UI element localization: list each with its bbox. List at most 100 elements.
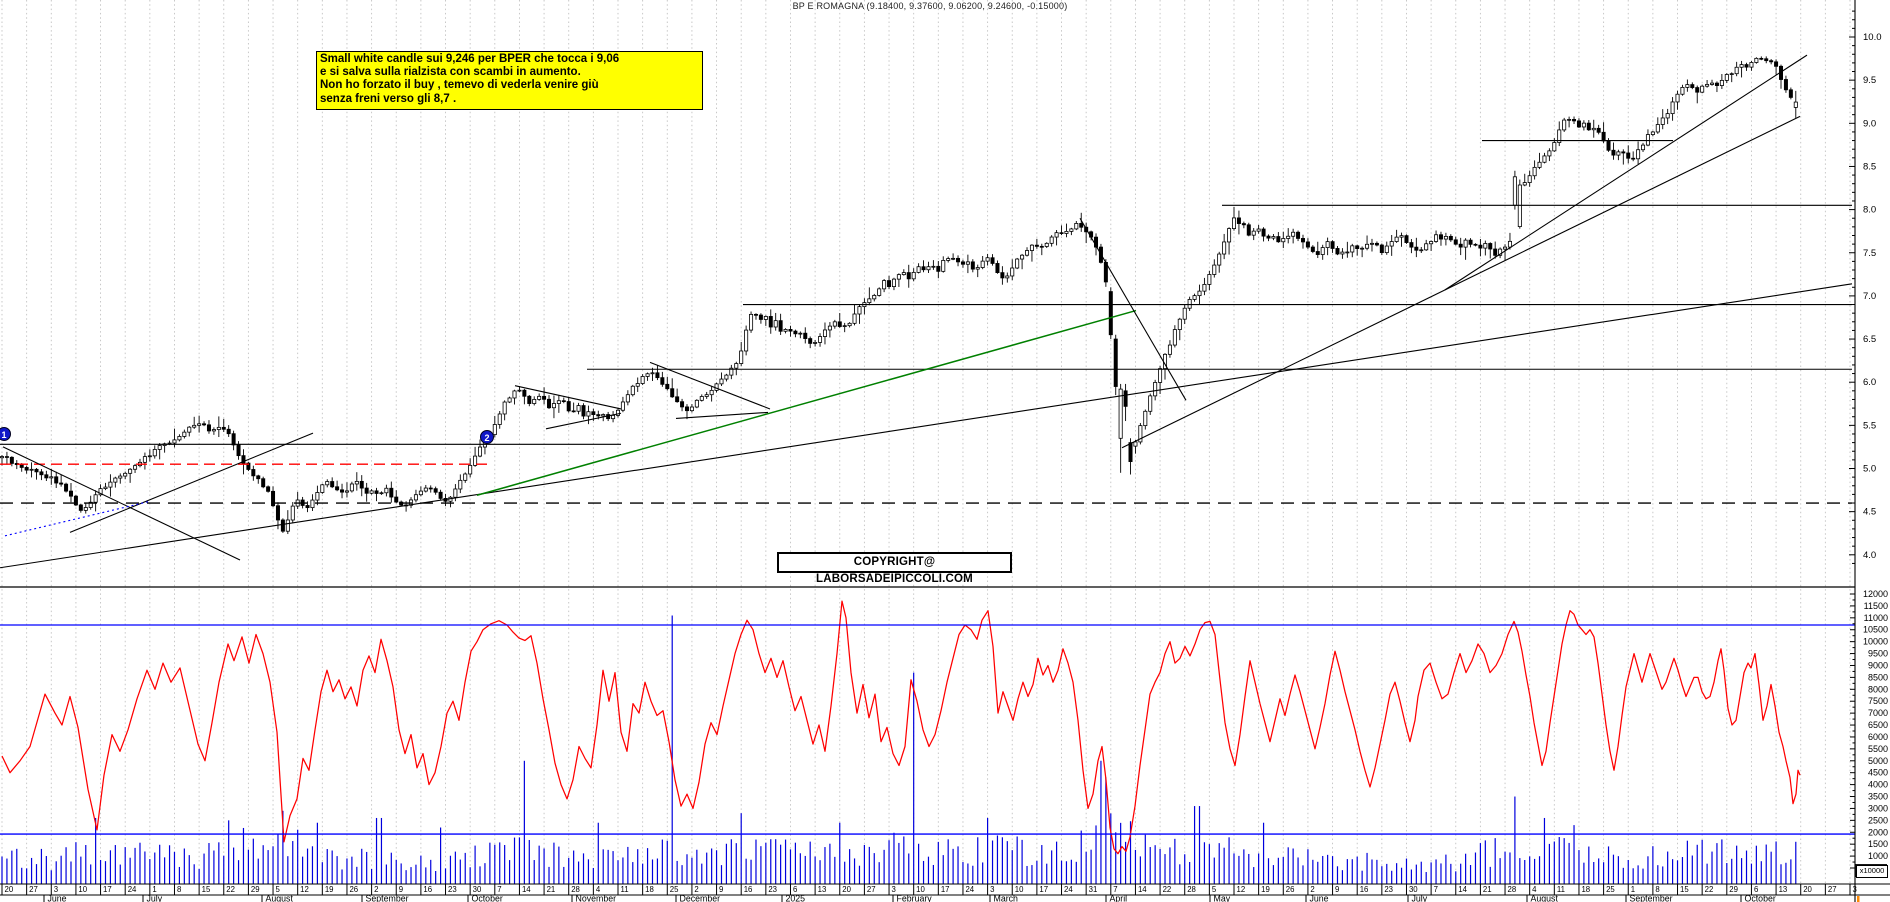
svg-text:9: 9 [399,885,403,894]
svg-text:9000: 9000 [1868,660,1888,670]
svg-text:17: 17 [941,885,950,894]
svg-text:28: 28 [571,885,580,894]
svg-text:22: 22 [1705,885,1714,894]
svg-text:26: 26 [349,885,358,894]
svg-text:6.0: 6.0 [1863,377,1876,388]
svg-text:November: November [576,894,617,902]
svg-text:July: July [1412,894,1428,902]
svg-text:October: October [1745,894,1776,902]
svg-text:6: 6 [793,885,797,894]
svg-text:April: April [1110,894,1128,902]
svg-text:1: 1 [152,885,156,894]
svg-text:July: July [147,894,163,902]
svg-text:7.0: 7.0 [1863,291,1876,302]
svg-text:12: 12 [1237,885,1246,894]
volume-bars [1,615,1797,884]
annotation-note: Small white candle sui 9,246 per BPER ch… [316,51,703,110]
svg-text:4500: 4500 [1868,768,1888,778]
svg-text:18: 18 [1581,885,1590,894]
svg-text:10.0: 10.0 [1863,32,1882,43]
svg-text:25: 25 [670,885,679,894]
svg-text:9: 9 [1335,885,1339,894]
svg-text:5: 5 [276,885,281,894]
svg-text:6000: 6000 [1868,732,1888,742]
svg-text:5000: 5000 [1868,756,1888,766]
svg-text:8: 8 [1655,885,1659,894]
svg-text:7.5: 7.5 [1863,248,1876,259]
svg-text:4.5: 4.5 [1863,507,1876,518]
svg-text:13: 13 [1779,885,1788,894]
trend-lines [0,54,1853,569]
oscillator-line [1,600,1801,855]
svg-text:23: 23 [1384,885,1393,894]
svg-text:20: 20 [5,885,14,894]
annotation-line: e si salva sulla rialzista con scambi in… [320,66,581,79]
svg-text:6: 6 [1754,885,1758,894]
svg-text:3: 3 [892,885,896,894]
svg-text:9.0: 9.0 [1863,118,1876,129]
svg-text:17: 17 [103,885,112,894]
svg-text:10: 10 [78,885,87,894]
svg-text:24: 24 [128,885,137,894]
svg-text:14: 14 [522,885,531,894]
svg-text:13: 13 [818,885,827,894]
svg-text:6500: 6500 [1868,720,1888,730]
svg-text:December: December [680,894,721,902]
svg-text:18: 18 [645,885,654,894]
svg-text:9500: 9500 [1868,649,1888,659]
svg-text:4.0: 4.0 [1863,550,1876,561]
svg-text:8500: 8500 [1868,672,1888,682]
svg-text:22: 22 [1163,885,1172,894]
svg-text:20: 20 [1803,885,1812,894]
svg-text:8.0: 8.0 [1863,205,1876,216]
svg-text:21: 21 [1483,885,1492,894]
svg-text:3000: 3000 [1868,803,1888,813]
support-resistance-lines [0,140,1852,504]
svg-text:25: 25 [1606,885,1615,894]
svg-text:24: 24 [965,885,974,894]
svg-text:20: 20 [842,885,851,894]
volume-axis: 5001000150020002500300035004000450050005… [1850,589,1888,877]
chart-title: BP E ROMAGNA (9.18400, 9.37600, 9.06200,… [792,1,1068,11]
svg-text:10500: 10500 [1863,625,1888,635]
svg-text:11500: 11500 [1864,601,1888,611]
time-axis: 20 27 3 10 17 24 1 8 15 22 29 5 12 19 26 2 9 16 23 30 7 14 21 2… [0,883,1890,902]
svg-text:2025: 2025 [786,894,806,902]
svg-text:3500: 3500 [1868,792,1888,802]
svg-text:4: 4 [596,885,601,894]
svg-text:7: 7 [1434,885,1438,894]
annotation-line: senza freni verso gli 8,7 . [320,92,457,105]
svg-text:21: 21 [547,885,556,894]
svg-text:March: March [994,894,1019,902]
svg-text:2: 2 [1310,885,1314,894]
svg-text:27: 27 [1828,885,1837,894]
svg-text:9.5: 9.5 [1863,75,1876,86]
svg-text:1000: 1000 [1868,851,1888,861]
svg-text:1: 1 [1631,885,1635,894]
svg-text:12: 12 [300,885,309,894]
svg-text:7: 7 [1113,885,1117,894]
svg-text:11: 11 [1557,885,1565,894]
svg-text:May: May [1214,894,1231,902]
svg-text:29: 29 [1729,885,1738,894]
svg-text:10: 10 [916,885,925,894]
svg-text:10000: 10000 [1863,637,1888,647]
svg-text:3: 3 [1853,885,1857,894]
svg-text:4: 4 [1532,885,1537,894]
svg-text:19: 19 [325,885,334,894]
svg-text:8000: 8000 [1868,684,1888,694]
svg-text:August: August [1531,894,1559,902]
svg-text:16: 16 [744,885,753,894]
svg-text:22: 22 [226,885,235,894]
svg-text:27: 27 [29,885,38,894]
marker-2-badge: 2 [480,429,494,444]
price-axis: 10.0 9.5 9.0 8.5 8.0 7.5 7.0 6.5 6.0 5.5 5.0 4.5 4.0 [1849,0,1882,902]
svg-text:23: 23 [448,885,457,894]
svg-text:11: 11 [621,885,629,894]
svg-text:2: 2 [374,885,378,894]
svg-text:17: 17 [1039,885,1048,894]
svg-text:14: 14 [1458,885,1467,894]
svg-text:14: 14 [1138,885,1147,894]
